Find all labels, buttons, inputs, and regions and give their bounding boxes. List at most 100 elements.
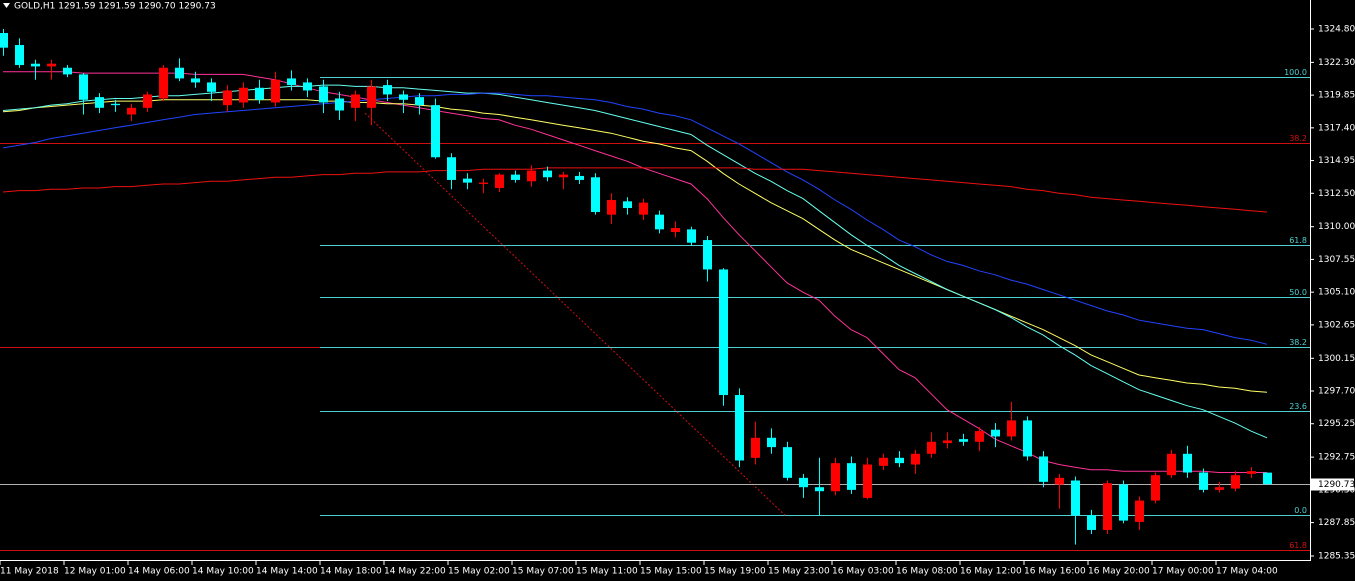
candle-body bbox=[303, 82, 312, 91]
candle-body bbox=[1103, 483, 1112, 530]
x-tick-label: 16 May 12:00 bbox=[960, 567, 1022, 577]
fib-level-label: 38.2 bbox=[1289, 134, 1307, 143]
candle-body bbox=[1119, 484, 1128, 521]
candle-body bbox=[575, 175, 584, 180]
candle-body bbox=[191, 78, 200, 83]
candle-body bbox=[1199, 472, 1208, 490]
x-tick-label: 17 May 04:00 bbox=[1216, 567, 1278, 577]
x-tick-label: 14 May 10:00 bbox=[192, 567, 254, 577]
candle-body bbox=[15, 45, 24, 66]
y-tick-label: 1295.25 bbox=[1318, 419, 1355, 429]
x-tick-label: 15 May 11:00 bbox=[576, 567, 638, 577]
y-tick-label: 1305.10 bbox=[1318, 288, 1355, 298]
candle-body bbox=[463, 178, 472, 183]
y-tick-label: 1307.55 bbox=[1318, 255, 1355, 265]
candle-body bbox=[735, 395, 744, 461]
candle-body bbox=[527, 170, 536, 182]
fib-level-label: 23.6 bbox=[1289, 402, 1307, 411]
x-tick-label: 15 May 19:00 bbox=[704, 567, 766, 577]
candle-body bbox=[367, 86, 376, 108]
moving-average bbox=[3, 71, 1267, 473]
candle-body bbox=[607, 199, 616, 215]
candle-body bbox=[431, 105, 440, 158]
moving-averages bbox=[2, 71, 1268, 473]
y-tick-label: 1319.85 bbox=[1318, 91, 1355, 101]
candle-body bbox=[799, 477, 808, 488]
candle-body bbox=[751, 437, 760, 458]
candle-body bbox=[255, 87, 264, 100]
candle-body bbox=[207, 82, 216, 92]
x-tick-label: 15 May 15:00 bbox=[640, 567, 702, 577]
candle-body bbox=[991, 429, 1000, 437]
candle-body bbox=[1071, 480, 1080, 516]
candle-body bbox=[959, 439, 968, 442]
fib-level-label: 50.0 bbox=[1289, 288, 1307, 297]
moving-average bbox=[2, 167, 1268, 213]
last-price-box bbox=[1311, 478, 1354, 491]
y-tick-label: 1285.35 bbox=[1318, 551, 1355, 561]
x-tick-label: 14 May 14:00 bbox=[256, 567, 318, 577]
candle-body bbox=[1247, 471, 1256, 474]
candle-body bbox=[783, 447, 792, 478]
candle-body bbox=[895, 457, 904, 464]
y-tick-label: 1302.65 bbox=[1318, 320, 1355, 330]
candle-body bbox=[671, 228, 680, 233]
candle-body bbox=[287, 78, 296, 86]
candle-body bbox=[495, 174, 504, 188]
candle-body bbox=[95, 97, 104, 108]
y-tick-label: 1324.80 bbox=[1318, 24, 1355, 34]
x-tick-label: 16 May 08:00 bbox=[896, 567, 958, 577]
x-tick-label: 17 May 00:00 bbox=[1152, 567, 1214, 577]
candle-body bbox=[335, 98, 344, 111]
candle-body bbox=[943, 440, 952, 444]
candle-body bbox=[383, 85, 392, 95]
candle-body bbox=[0, 32, 8, 48]
candle-body bbox=[911, 453, 920, 465]
candle-body bbox=[1007, 420, 1016, 437]
chart-title: GOLD,H1 1291.59 1291.59 1290.70 1290.73 bbox=[14, 2, 216, 12]
candle-body bbox=[479, 182, 488, 184]
x-tick-label: 15 May 07:00 bbox=[512, 567, 574, 577]
x-tick-label: 11 May 2018 bbox=[0, 567, 59, 577]
y-tick-label: 1292.75 bbox=[1318, 453, 1355, 463]
candle-body bbox=[31, 63, 40, 67]
y-tick-label: 1322.30 bbox=[1318, 58, 1355, 68]
moving-average bbox=[2, 84, 1268, 439]
candle-body bbox=[719, 269, 728, 396]
candle-body bbox=[1087, 515, 1096, 530]
candle-body bbox=[143, 94, 152, 108]
candle-body bbox=[79, 74, 88, 100]
candle-body bbox=[591, 177, 600, 213]
candle-body bbox=[1151, 475, 1160, 501]
candle-body bbox=[639, 202, 648, 215]
fib-level-label: 61.8 bbox=[1289, 236, 1307, 245]
candle-body bbox=[47, 63, 56, 67]
x-tick-label: 14 May 18:00 bbox=[320, 567, 382, 577]
x-tick-label: 12 May 01:00 bbox=[64, 567, 126, 577]
x-tick-label: 15 May 23:00 bbox=[768, 567, 830, 577]
candle-body bbox=[1023, 420, 1032, 457]
moving-average bbox=[2, 99, 1268, 393]
fib-level-label: 61.8 bbox=[1289, 541, 1307, 550]
candle-body bbox=[975, 431, 984, 442]
candle-body bbox=[831, 463, 840, 492]
x-tick-label: 14 May 22:00 bbox=[384, 567, 446, 577]
candle-body bbox=[655, 214, 664, 230]
candle-body bbox=[927, 441, 936, 454]
candle-body bbox=[767, 437, 776, 448]
y-tick-label: 1297.70 bbox=[1318, 387, 1355, 397]
candle-body bbox=[175, 67, 184, 79]
candle-body bbox=[863, 464, 872, 498]
y-tick-label: 1287.85 bbox=[1318, 518, 1355, 528]
candle-body bbox=[399, 94, 408, 100]
candle-body bbox=[447, 157, 456, 180]
candle-body bbox=[687, 229, 696, 243]
candle-body bbox=[1167, 453, 1176, 476]
moving-average bbox=[2, 92, 1268, 345]
candle-body bbox=[319, 86, 328, 103]
candle-body bbox=[1183, 453, 1192, 473]
candle-body bbox=[879, 457, 888, 466]
menu-arrow-icon bbox=[3, 3, 10, 8]
candle-body bbox=[1039, 456, 1048, 482]
